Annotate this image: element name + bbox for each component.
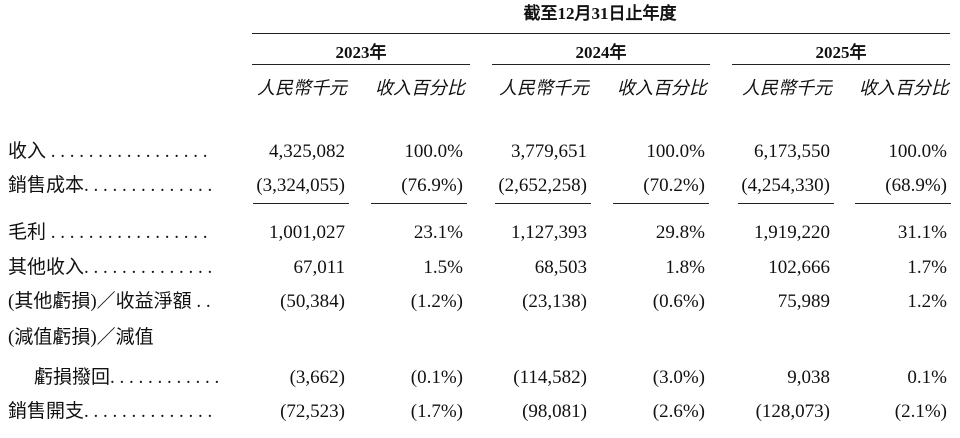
column-header: 收入百分比	[859, 78, 949, 98]
column-header: 人民幣千元	[257, 78, 347, 98]
row-label: (減值虧損)／減值	[8, 327, 154, 348]
column-header: 人民幣千元	[499, 78, 589, 98]
row-label: 銷售開支. . . . . . . . . . . . . .	[8, 401, 213, 422]
underline	[253, 203, 349, 204]
cell: 1.7%	[907, 257, 947, 278]
cell: (3.0%)	[652, 367, 705, 388]
cell: (76.9%)	[401, 175, 463, 196]
rule	[492, 64, 710, 65]
cell: 1,001,027	[269, 222, 345, 243]
row-label: 銷售成本. . . . . . . . . . . . . .	[8, 175, 213, 196]
cell: 1.5%	[423, 257, 463, 278]
cell: 68,503	[534, 257, 587, 278]
year-header: 2025年	[815, 43, 867, 62]
cell: (3,324,055)	[256, 175, 345, 196]
cell: 31.1%	[897, 222, 947, 243]
cell: (72,523)	[280, 401, 345, 422]
row-label: 虧損撥回. . . . . . . . . . . .	[34, 367, 220, 388]
underline	[738, 203, 834, 204]
row-label: 其他收入. . . . . . . . . . . . . .	[8, 257, 213, 278]
underline	[855, 203, 951, 204]
cell: 9,038	[787, 367, 830, 388]
underline	[495, 203, 591, 204]
cell: (1.2%)	[410, 291, 463, 312]
cell: 3,779,651	[511, 141, 587, 162]
cell: 23.1%	[413, 222, 463, 243]
cell: 102,666	[768, 257, 830, 278]
underline	[371, 203, 467, 204]
cell: 0.1%	[907, 367, 947, 388]
cell: (0.6%)	[652, 291, 705, 312]
cell: (2.6%)	[652, 401, 705, 422]
cell: (23,138)	[522, 291, 587, 312]
year-header: 2024年	[575, 43, 627, 62]
cell: (68.9%)	[885, 175, 947, 196]
cell: 1.2%	[907, 291, 947, 312]
cell: (4,254,330)	[741, 175, 830, 196]
cell: (3,662)	[289, 367, 345, 388]
cell: (0.1%)	[410, 367, 463, 388]
cell: 100.0%	[888, 141, 947, 162]
column-header: 人民幣千元	[742, 78, 832, 98]
column-header: 收入百分比	[617, 78, 707, 98]
underline	[613, 203, 709, 204]
cell: 4,325,082	[269, 141, 345, 162]
cell: (2,652,258)	[498, 175, 587, 196]
rule	[252, 64, 470, 65]
cell: (128,073)	[755, 401, 830, 422]
rule	[732, 64, 950, 65]
cell: (1.7%)	[410, 401, 463, 422]
cell: 29.8%	[655, 222, 705, 243]
cell: (2.1%)	[894, 401, 947, 422]
cell: 67,011	[293, 257, 345, 278]
year-header: 2023年	[335, 43, 387, 62]
rule	[252, 33, 950, 34]
cell: 100.0%	[404, 141, 463, 162]
header-title: 截至12月31日止年度	[523, 4, 677, 23]
cell: 1.8%	[665, 257, 705, 278]
cell: 1,919,220	[754, 222, 830, 243]
cell: (114,582)	[513, 367, 587, 388]
row-label: 毛利 . . . . . . . . . . . . . . . . .	[8, 222, 208, 243]
cell: 75,989	[777, 291, 830, 312]
cell: 6,173,550	[754, 141, 830, 162]
column-header: 收入百分比	[375, 78, 465, 98]
cell: (70.2%)	[643, 175, 705, 196]
cell: (98,081)	[522, 401, 587, 422]
cell: (50,384)	[280, 291, 345, 312]
cell: 1,127,393	[511, 222, 587, 243]
row-label: 收入 . . . . . . . . . . . . . . . . .	[8, 141, 208, 162]
cell: 100.0%	[646, 141, 705, 162]
row-label: (其他虧損)／收益淨額 . .	[8, 291, 211, 312]
